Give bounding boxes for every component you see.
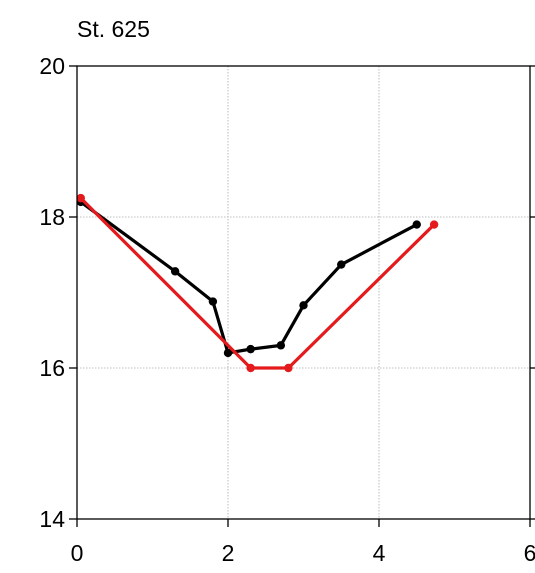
x-tick-label: 4 (373, 540, 386, 566)
series-0-point-7 (337, 260, 346, 269)
series-line-0 (79, 200, 418, 355)
series-line-1 (79, 196, 436, 370)
x-tick-label: 6 (524, 540, 535, 566)
plot-frame (76, 65, 531, 520)
series-1-point-1 (246, 363, 255, 373)
y-tick-label: 14 (39, 506, 65, 532)
series-0-point-5 (276, 341, 286, 350)
series-0-point-2 (208, 297, 218, 306)
x-tick-label: 2 (222, 540, 235, 566)
series-1-point-2 (284, 363, 293, 373)
series-1-point-0 (76, 193, 85, 203)
axis-ticks: 0 2 4 6 14 16 18 20 (39, 53, 535, 566)
chart-title: St. 625 (77, 16, 150, 42)
grid-lines (77, 66, 530, 519)
x-tick-label: 0 (71, 540, 84, 566)
series-group (76, 193, 439, 373)
y-tick-label: 20 (39, 53, 65, 79)
series-0-point-8 (412, 220, 421, 229)
y-tick-label: 16 (39, 355, 65, 381)
series-0-point-6 (299, 301, 308, 310)
series-0-point-4 (246, 344, 255, 354)
y-tick-label: 18 (39, 204, 65, 230)
series-0-point-1 (170, 267, 180, 276)
series-0-point-3 (223, 348, 233, 358)
series-1-point-3 (429, 220, 439, 229)
